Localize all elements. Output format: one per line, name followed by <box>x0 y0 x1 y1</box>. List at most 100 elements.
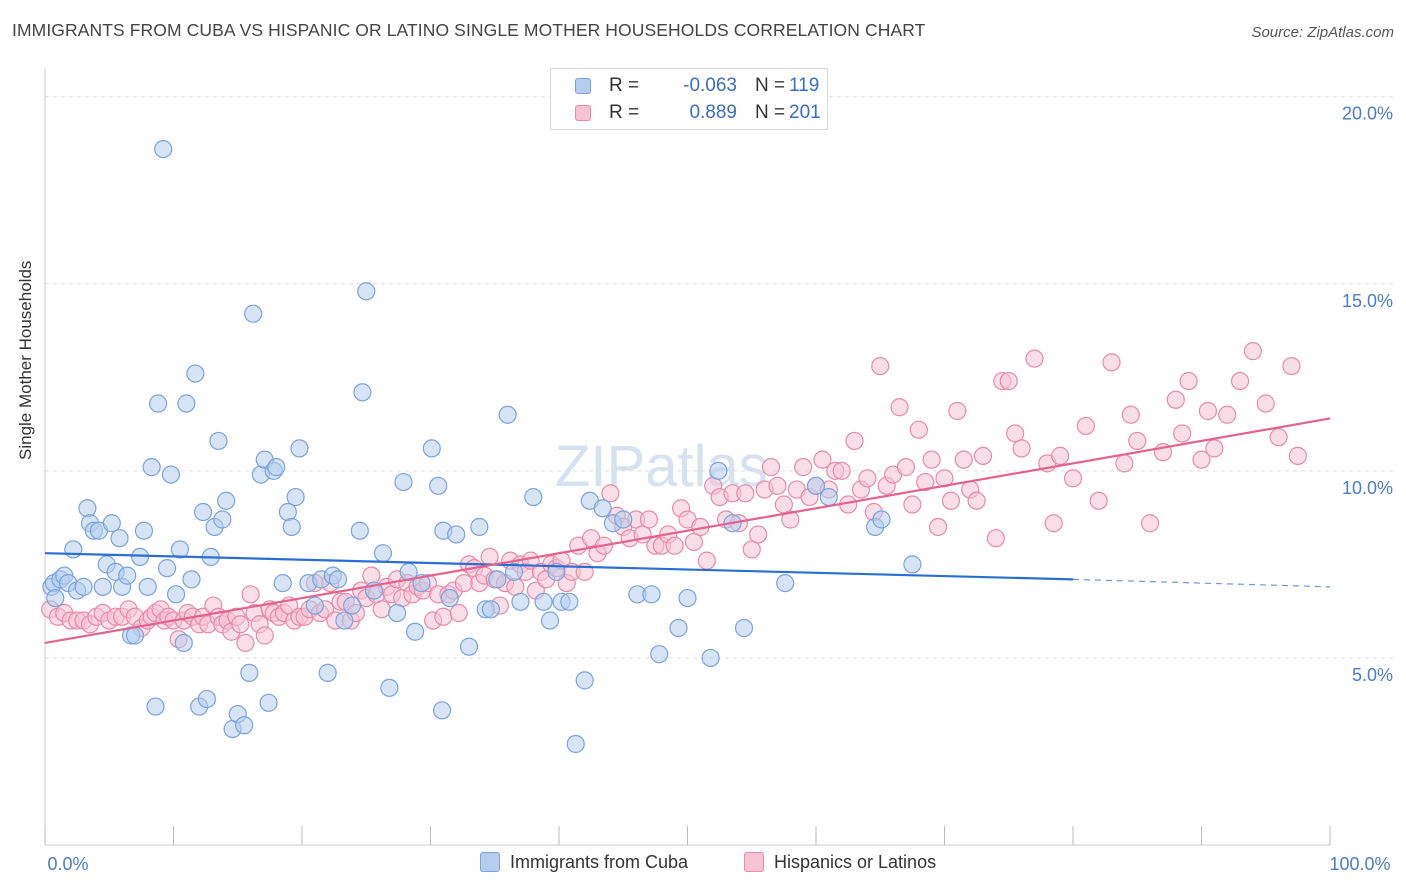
hispanics-point <box>903 495 922 514</box>
cuba-point <box>593 499 612 518</box>
hispanics-point <box>916 472 935 492</box>
hispanics-point <box>794 458 813 477</box>
cuba-point <box>709 461 728 480</box>
y-tick-label: 10.0% <box>1342 478 1393 498</box>
cuba-point <box>213 510 232 529</box>
cuba-point <box>447 525 466 544</box>
cuba-point <box>432 701 452 720</box>
cuba-point <box>157 559 177 578</box>
hispanics-point <box>896 458 916 477</box>
cuba-point <box>146 697 165 716</box>
cuba-point <box>547 562 566 581</box>
hispanics-point <box>1218 405 1237 424</box>
hispanics-point <box>954 450 973 469</box>
cuba-point <box>394 472 413 492</box>
legend-r-value: -0.063 <box>683 75 737 96</box>
hispanics-point <box>665 536 684 555</box>
cuba-point <box>353 383 372 402</box>
cuba-point <box>534 592 553 611</box>
x-tick-label: 0.0% <box>47 854 88 874</box>
cuba-point <box>540 611 560 630</box>
hispanics-point <box>1140 514 1160 533</box>
hispanics-point <box>1051 446 1070 465</box>
hispanics-point <box>761 458 781 477</box>
cuba-point <box>422 439 441 458</box>
bottom-legend-swatch-cuba <box>480 852 500 872</box>
cuba-point <box>240 663 259 682</box>
hispanics-point <box>1076 416 1095 436</box>
cuba-point <box>217 491 236 510</box>
y-tick-label: 5.0% <box>1352 665 1393 685</box>
hispanics-point <box>362 566 381 585</box>
cuba-point <box>273 573 292 593</box>
series-cuba-points <box>42 139 922 754</box>
cuba-point <box>102 514 121 533</box>
cuba-point <box>235 716 254 735</box>
cuba-point <box>872 510 891 529</box>
cuba-point <box>305 596 324 615</box>
hispanics-point <box>1115 454 1134 473</box>
hispanics-point <box>986 529 1006 548</box>
hispanics-point <box>941 491 961 510</box>
hispanics-point <box>1102 353 1121 372</box>
hispanics-point <box>781 510 800 529</box>
cuba-point <box>64 540 83 559</box>
hispanics-point <box>1173 424 1192 443</box>
hispanics-point <box>1205 439 1224 458</box>
cuba-point <box>130 547 150 567</box>
cuba-point <box>161 465 181 484</box>
cuba-point <box>678 588 697 608</box>
cuba-point <box>134 521 154 540</box>
cuba-point <box>182 570 201 589</box>
cuba-point <box>650 645 669 664</box>
hispanics-point <box>928 517 948 537</box>
cuba-point <box>318 663 337 682</box>
cuba-point <box>373 544 393 563</box>
cuba-point <box>78 499 97 518</box>
hispanics-point <box>749 525 768 544</box>
trend-lines <box>44 417 1331 645</box>
hispanics-point <box>601 484 620 503</box>
hispanics-point <box>1063 469 1083 488</box>
hispanics-point <box>231 615 250 634</box>
legend-r-value: 0.889 <box>689 102 737 123</box>
correlation-legend: R = -0.063 N = 119 R = 0.889 N = 201 <box>550 68 828 130</box>
y-tick-label: 20.0% <box>1342 104 1393 124</box>
cuba-point <box>440 588 459 608</box>
hispanics-point <box>684 532 704 552</box>
hispanics-point <box>1230 371 1250 391</box>
cuba-point <box>470 517 489 537</box>
legend-swatch-cuba <box>575 78 591 94</box>
hispanics-point <box>449 603 468 623</box>
cuba-point <box>154 139 173 159</box>
cuba-point <box>481 600 500 619</box>
cuba-point <box>776 573 795 593</box>
cuba-point <box>498 405 517 424</box>
hispanics-point <box>639 510 659 529</box>
cuba-point <box>138 577 157 596</box>
hispanics-point <box>922 450 941 469</box>
hispanics-point <box>241 585 260 604</box>
bottom-legend-hispanics: Hispanics or Latinos <box>744 852 936 873</box>
hispanics-point <box>372 600 391 619</box>
cuba-point <box>335 611 354 630</box>
cuba-point <box>278 502 297 522</box>
cuba-point <box>560 592 579 611</box>
cuba-trend-extension <box>1072 578 1331 588</box>
axes <box>44 68 1331 846</box>
hispanics-trend-line <box>44 417 1331 645</box>
hispanics-point <box>813 450 832 469</box>
cuba-point <box>110 529 129 548</box>
hispanics-point <box>845 431 864 451</box>
cuba-point <box>74 577 93 596</box>
cuba-point <box>186 364 205 383</box>
hispanics-point <box>909 420 928 439</box>
hispanics-point <box>1012 439 1031 458</box>
x-tick-label: 100.0% <box>1329 854 1390 874</box>
cuba-point <box>286 487 305 507</box>
bottom-legend-swatch-hispanics <box>744 852 764 872</box>
hispanics-point <box>973 446 993 465</box>
cuba-point <box>701 648 720 668</box>
cuba-point <box>267 458 286 477</box>
hispanics-point <box>1282 356 1301 376</box>
